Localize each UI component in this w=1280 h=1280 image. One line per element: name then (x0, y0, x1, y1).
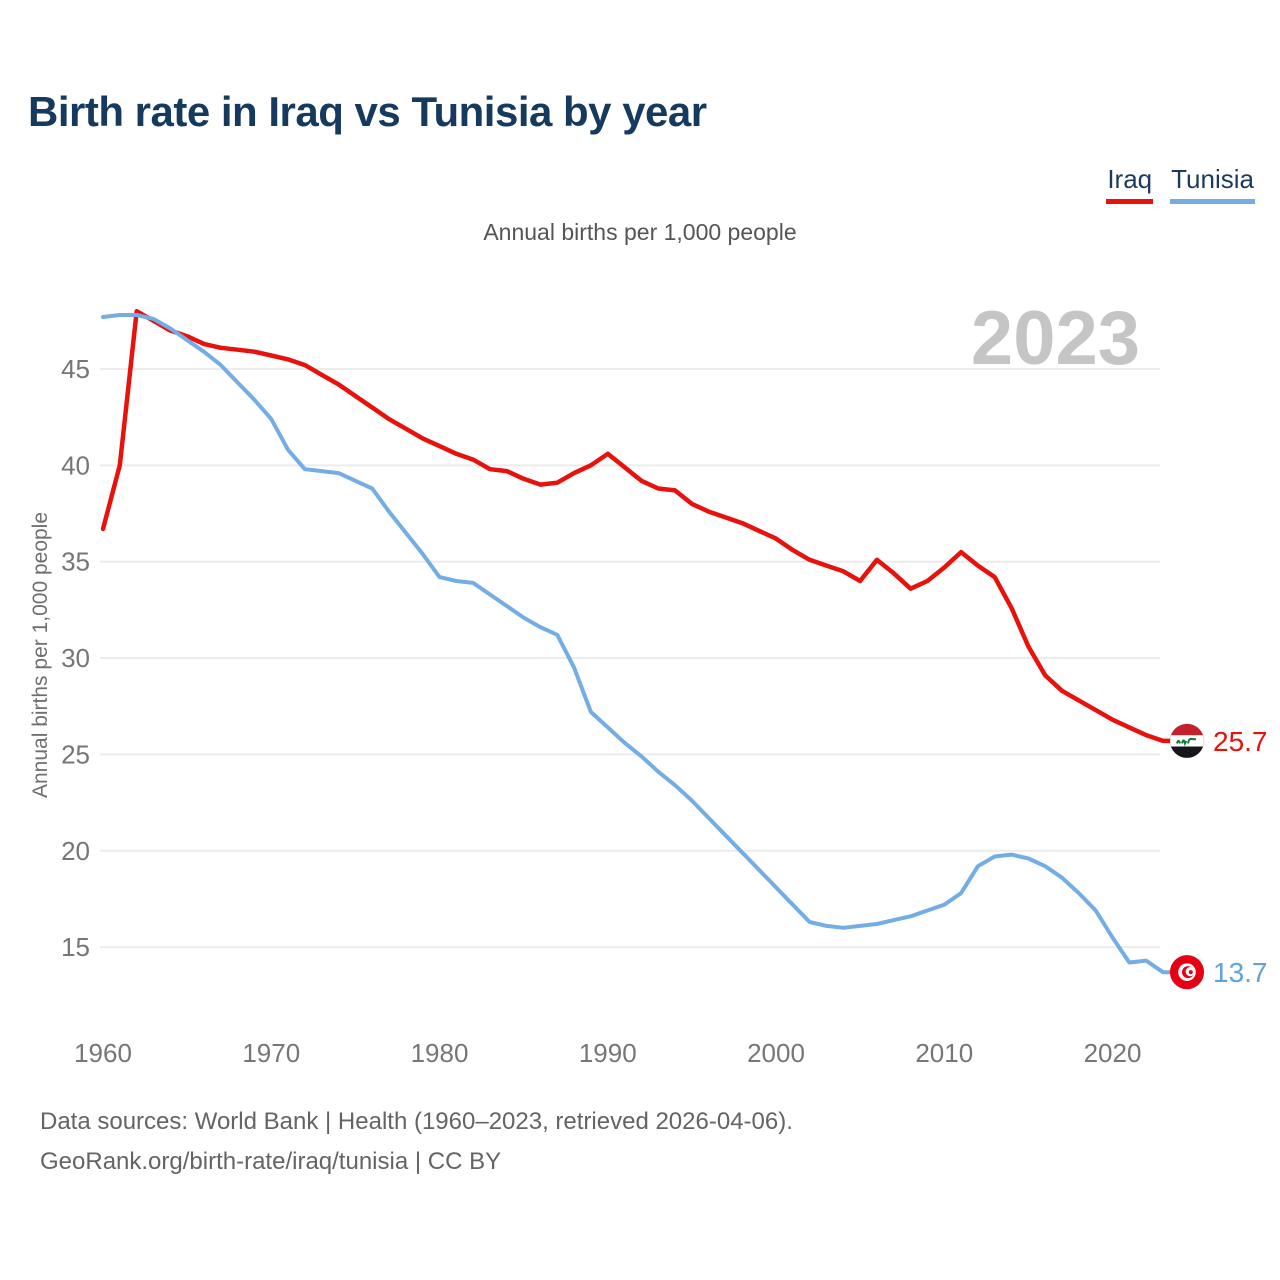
x-tick-label: 2000 (747, 1038, 805, 1068)
chart-svg: 45 40 35 30 25 20 15 2023 1960 1970 1980 1990 2000 20… (29, 296, 1268, 1068)
y-axis-title: Annual births per 1,000 people (29, 512, 52, 798)
x-tick-label: 1990 (579, 1038, 637, 1068)
y-tick-label: 45 (61, 354, 90, 384)
legend: Iraq Tunisia (1106, 164, 1255, 204)
y-tick-label: 15 (61, 932, 90, 962)
page-title: Birth rate in Iraq vs Tunisia by year (28, 88, 707, 135)
y-tick-label: 30 (61, 643, 90, 673)
tunisia-flag-icon (1169, 954, 1205, 990)
iraq-line (100, 308, 1173, 744)
footer-sources: Data sources: World Bank | Health (1960–… (40, 1108, 793, 1135)
legend-label-iraq: Iraq (1107, 164, 1153, 194)
y-tick-label: 35 (61, 547, 90, 577)
chart-subtitle: Annual births per 1,000 people (483, 219, 797, 245)
legend-item-tunisia[interactable]: Tunisia (1170, 164, 1255, 204)
x-tick-label: 1970 (242, 1038, 300, 1068)
y-tick-label: 20 (61, 836, 90, 866)
iraq-end-value: 25.7 (1213, 726, 1268, 757)
x-tick-label: 2010 (915, 1038, 973, 1068)
x-tick-label: 1960 (74, 1038, 132, 1068)
legend-item-iraq[interactable]: Iraq (1106, 164, 1154, 204)
iraq-flag-icon (1169, 723, 1205, 759)
tunisia-end-value: 13.7 (1213, 957, 1268, 988)
x-tick-label: 1980 (411, 1038, 469, 1068)
y-tick-label: 25 (61, 739, 90, 769)
y-tick-label: 40 (61, 450, 90, 480)
x-tick-label: 2020 (1084, 1038, 1142, 1068)
footer: Data sources: World Bank | Health (1960–… (40, 1102, 793, 1182)
watermark-year: 2023 (971, 296, 1140, 381)
legend-label-tunisia: Tunisia (1171, 164, 1254, 194)
tunisia-line (101, 313, 1172, 975)
footer-url: GeoRank.org/birth-rate/iraq/tunisia | CC… (40, 1148, 502, 1175)
